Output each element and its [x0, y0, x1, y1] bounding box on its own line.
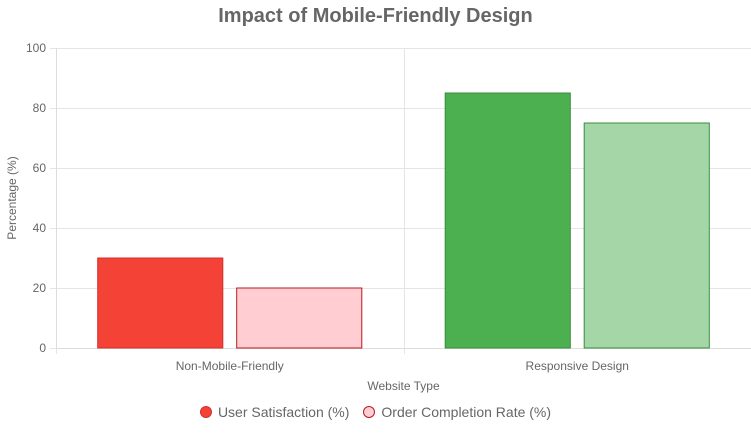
y-tick-label: 0: [39, 341, 46, 355]
bar: [236, 287, 363, 349]
legend-swatch-order-completion: [363, 406, 376, 418]
y-tick-label: 80: [33, 101, 47, 115]
legend-swatch-user-satisfaction: [199, 406, 212, 418]
legend: User Satisfaction (%) Order Completion R…: [0, 404, 751, 420]
y-tick-label: 100: [26, 41, 46, 55]
y-tick-label: 20: [33, 281, 47, 295]
x-axis-title: Website Type: [367, 379, 440, 393]
bar: [97, 257, 224, 349]
y-tick-label: 60: [33, 161, 47, 175]
x-tick-label: Non-Mobile-Friendly: [176, 359, 284, 373]
bar: [583, 122, 710, 349]
x-tick-label: Responsive Design: [526, 359, 629, 373]
legend-label-user-satisfaction: User Satisfaction (%): [217, 404, 350, 420]
y-axis-title: Percentage (%): [5, 156, 19, 239]
chart-title: Impact of Mobile-Friendly Design: [218, 5, 533, 27]
legend-label-order-completion: Order Completion Rate (%): [381, 404, 552, 420]
bar: [444, 92, 571, 349]
legend-item-order-completion[interactable]: Order Completion Rate (%): [363, 404, 551, 420]
legend-item-user-satisfaction[interactable]: User Satisfaction (%): [199, 404, 350, 420]
y-tick-label: 40: [33, 221, 47, 235]
